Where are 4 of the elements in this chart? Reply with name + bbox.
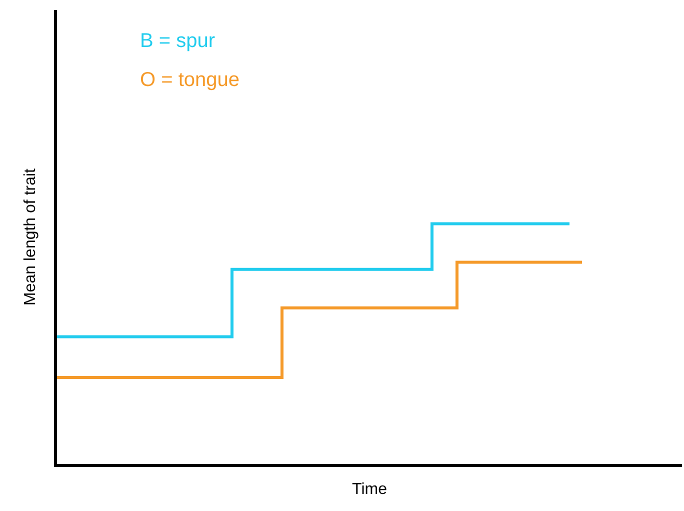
- text: B = spur: [140, 30, 216, 52]
- y-axis-title: Mean length of trait: [22, 168, 39, 306]
- x-axis-title: Time: [352, 481, 388, 498]
- text: O = tongue: [140, 69, 240, 91]
